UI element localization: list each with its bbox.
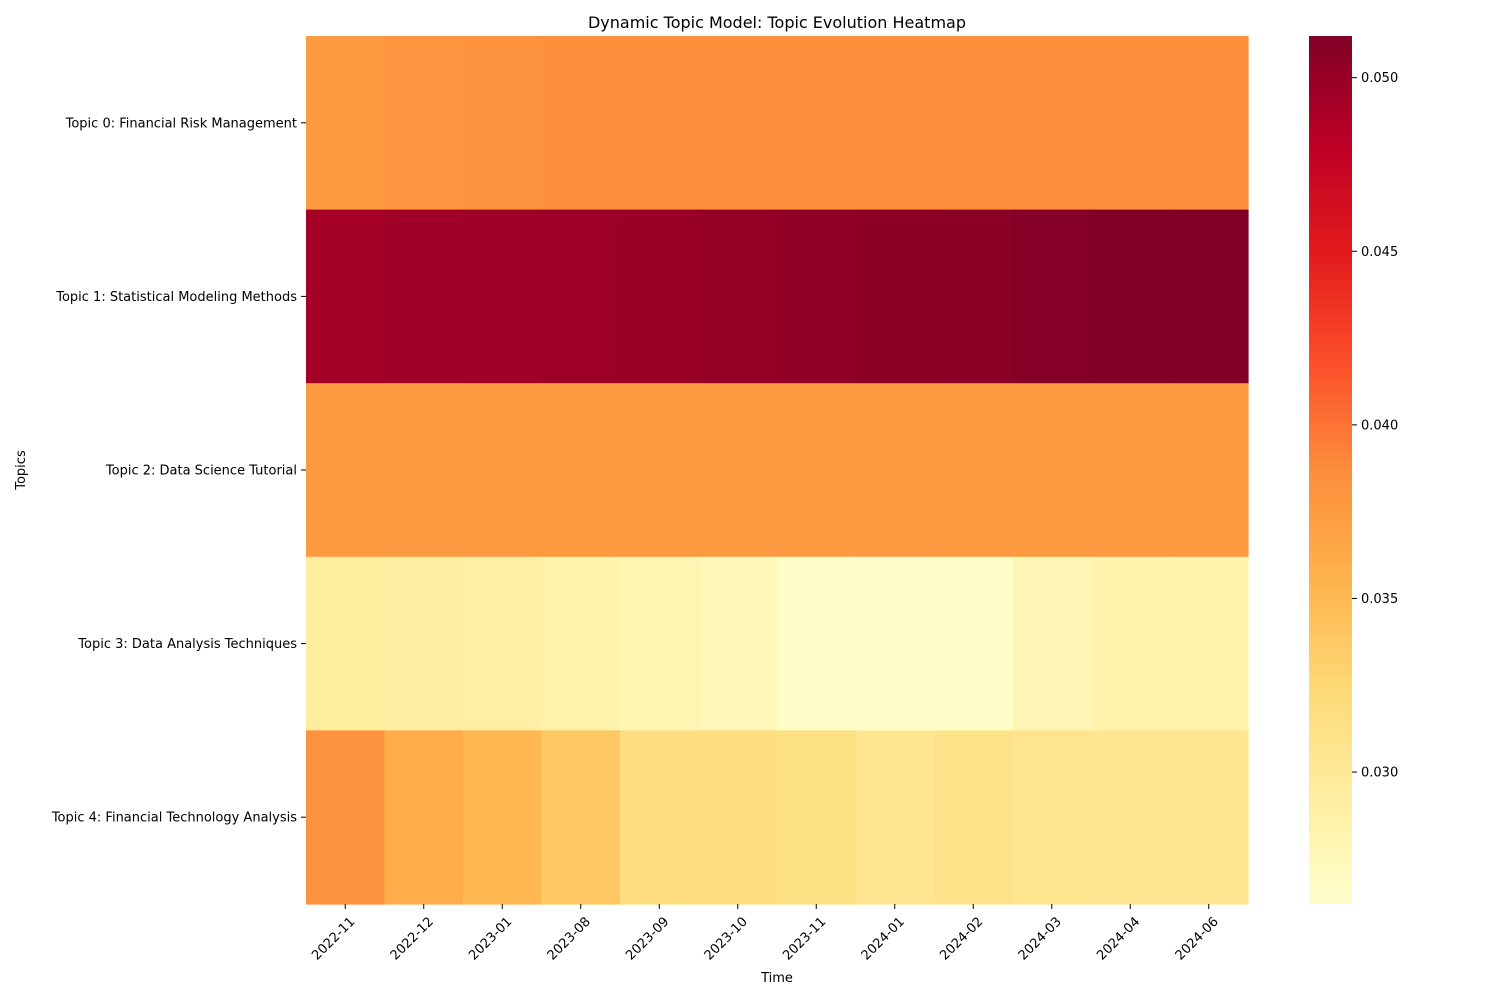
x-tick-label: 2023-01 — [466, 914, 515, 963]
colorbar-tick-label: 0.040 — [1361, 418, 1398, 433]
heatmap-cell — [384, 556, 464, 731]
heatmap-cell — [620, 36, 700, 211]
x-tick-label: 2022-12 — [388, 914, 437, 963]
colorbar — [1309, 36, 1352, 904]
heatmap-cell — [384, 36, 464, 211]
heatmap-cell — [541, 36, 621, 211]
x-tick-label: 2023-09 — [623, 914, 672, 963]
heatmap-cell — [855, 730, 935, 905]
heatmap-cell — [855, 556, 935, 731]
x-tick-label: 2024-02 — [937, 914, 986, 963]
x-tick-label: 2024-06 — [1173, 914, 1222, 963]
x-tick-label: 2023-08 — [545, 914, 594, 963]
heatmap-cell — [1169, 36, 1249, 211]
heatmap-cell — [463, 383, 543, 558]
colorbar-tick-label: 0.030 — [1361, 766, 1398, 781]
heatmap-cell — [777, 730, 857, 905]
heatmap-cell — [463, 556, 543, 731]
heatmap-cell — [541, 383, 621, 558]
x-tick-label: 2022-11 — [309, 914, 358, 963]
heatmap-cell — [1169, 209, 1249, 384]
heatmap-cell — [1012, 209, 1092, 384]
heatmap-cell — [1012, 556, 1092, 731]
heatmap-cell — [855, 36, 935, 211]
heatmap-cell — [541, 730, 621, 905]
heatmap-cell — [698, 556, 778, 731]
heatmap-cell — [384, 209, 464, 384]
heatmap-cell — [855, 383, 935, 558]
heatmap-cell — [1091, 209, 1171, 384]
heatmap-cell — [934, 383, 1014, 558]
x-axis-ticks: 2022-11 2022-12 2023-01 2023-08 2023-09 2023-… — [309, 904, 1222, 963]
heatmap-cell — [384, 730, 464, 905]
x-tick-label: 2024-04 — [1094, 914, 1143, 963]
heatmap-cell — [620, 209, 700, 384]
y-tick-label: Topic 4: Financial Technology Analysis — [51, 811, 297, 826]
y-tick-label: Topic 0: Financial Risk Management — [65, 116, 297, 131]
colorbar-tick-label: 0.045 — [1361, 245, 1398, 260]
heatmap-cell — [463, 730, 543, 905]
heatmap-cell — [1012, 730, 1092, 905]
heatmap-cell — [1091, 730, 1171, 905]
heatmap-cell — [620, 556, 700, 731]
x-tick-label: 2023-11 — [780, 914, 829, 963]
colorbar-tick-label: 0.050 — [1361, 71, 1398, 86]
heatmap-cell — [1091, 36, 1171, 211]
heatmap-cell — [463, 36, 543, 211]
heatmap-cell — [1012, 36, 1092, 211]
y-tick-label: Topic 2: Data Science Tutorial — [105, 464, 297, 479]
heatmap-cell — [620, 730, 700, 905]
heatmap-cell — [306, 36, 386, 211]
heatmap-cell — [1091, 383, 1171, 558]
heatmap-cell — [1169, 556, 1249, 731]
heatmap-cell — [698, 36, 778, 211]
heatmap-cell — [698, 383, 778, 558]
heatmap-cell — [1012, 383, 1092, 558]
heatmap-cell — [698, 730, 778, 905]
x-tick-label: 2024-03 — [1016, 914, 1065, 963]
heatmap-cell — [934, 556, 1014, 731]
heatmap-cell — [777, 383, 857, 558]
y-tick-label: Topic 3: Data Analysis Techniques — [77, 637, 297, 652]
heatmap-cell — [541, 209, 621, 384]
heatmap-cell — [855, 209, 935, 384]
heatmap-cell — [934, 36, 1014, 211]
y-axis-ticks: Topic 0: Financial Risk Management Topic … — [51, 116, 306, 826]
heatmap-cell — [777, 36, 857, 211]
heatmap-cell — [1169, 383, 1249, 558]
y-tick-label: Topic 1: Statistical Modeling Methods — [55, 290, 297, 305]
x-axis-label: Time — [760, 971, 793, 986]
heatmap-cell — [541, 556, 621, 731]
x-tick-label: 2024-01 — [859, 914, 908, 963]
heatmap-cell — [698, 209, 778, 384]
heatmap-cell — [620, 383, 700, 558]
heatmap-cell — [306, 209, 386, 384]
heatmap-cell — [934, 209, 1014, 384]
heatmap-cells — [306, 36, 1249, 905]
heatmap-cell — [934, 730, 1014, 905]
heatmap-cell — [384, 383, 464, 558]
chart-title: Dynamic Topic Model: Topic Evolution Hea… — [588, 13, 966, 32]
heatmap-cell — [777, 556, 857, 731]
heatmap-cell — [306, 730, 386, 905]
colorbar-tick-label: 0.035 — [1361, 592, 1398, 607]
colorbar-ticks: 0.030 0.035 0.040 0.045 0.050 — [1352, 71, 1398, 781]
heatmap-cell — [1169, 730, 1249, 905]
heatmap-cell — [306, 556, 386, 731]
heatmap-cell — [1091, 556, 1171, 731]
heatmap-cell — [463, 209, 543, 384]
heatmap-cell — [306, 383, 386, 558]
heatmap-cell — [777, 209, 857, 384]
y-axis-label: Topics — [14, 450, 29, 491]
x-tick-label: 2023-10 — [702, 914, 751, 963]
